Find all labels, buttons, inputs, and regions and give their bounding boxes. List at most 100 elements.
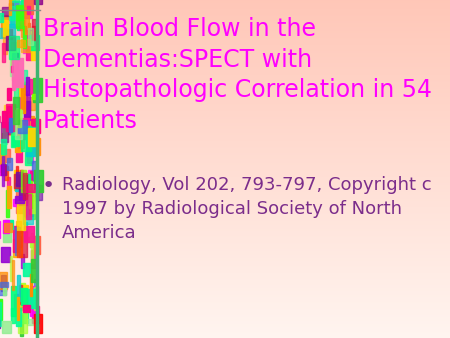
Bar: [21, 0, 25, 11]
Bar: [7, 106, 11, 134]
Bar: [33, 78, 42, 102]
Bar: [4, 223, 12, 232]
Bar: [1, 122, 8, 142]
Bar: [9, 3, 13, 10]
Bar: [16, 186, 26, 213]
Bar: [9, 36, 19, 59]
Bar: [17, 275, 20, 301]
Bar: [26, 179, 32, 204]
Bar: [20, 118, 29, 139]
Bar: [0, 144, 1, 172]
Bar: [11, 308, 15, 323]
Bar: [15, 226, 20, 255]
Bar: [3, 36, 7, 54]
Bar: [16, 53, 19, 61]
Bar: [19, 170, 22, 177]
Bar: [6, 36, 15, 50]
Bar: [18, 71, 27, 83]
Bar: [18, 120, 27, 133]
Bar: [33, 131, 38, 151]
Bar: [34, 0, 42, 4]
Text: Radiology, Vol 202, 793-797, Copyright c
1997 by Radiological Society of North
A: Radiology, Vol 202, 793-797, Copyright c…: [62, 176, 432, 242]
Bar: [24, 94, 30, 120]
Bar: [27, 197, 35, 219]
Bar: [0, 289, 6, 295]
Bar: [26, 184, 35, 192]
Bar: [16, 149, 22, 162]
Bar: [31, 33, 36, 46]
Bar: [32, 161, 37, 180]
Bar: [19, 285, 28, 306]
Bar: [27, 237, 33, 242]
Bar: [6, 104, 15, 131]
Bar: [16, 172, 22, 186]
Bar: [27, 97, 35, 110]
Bar: [9, 118, 12, 132]
Bar: [22, 170, 27, 192]
Bar: [17, 16, 20, 30]
Bar: [16, 3, 19, 25]
Bar: [21, 288, 27, 305]
Bar: [21, 283, 25, 299]
Bar: [14, 170, 22, 190]
Bar: [15, 221, 22, 233]
Bar: [11, 125, 15, 147]
Bar: [17, 9, 21, 27]
Bar: [15, 196, 24, 203]
Bar: [33, 236, 40, 254]
Bar: [21, 84, 25, 113]
Bar: [22, 84, 29, 90]
Bar: [28, 23, 30, 35]
Bar: [26, 194, 31, 219]
Bar: [21, 126, 31, 151]
Bar: [0, 165, 7, 175]
Bar: [0, 28, 7, 38]
Bar: [3, 224, 11, 242]
Bar: [17, 231, 22, 257]
Bar: [0, 282, 8, 287]
Bar: [3, 288, 5, 295]
Bar: [32, 118, 36, 141]
Bar: [14, 294, 22, 310]
Bar: [3, 114, 7, 144]
Bar: [35, 314, 42, 334]
Bar: [2, 111, 7, 127]
Bar: [28, 170, 36, 181]
Bar: [25, 8, 29, 34]
Bar: [24, 0, 33, 14]
Bar: [24, 195, 33, 216]
Bar: [23, 12, 32, 18]
Bar: [0, 15, 9, 37]
Bar: [14, 86, 18, 107]
Bar: [34, 279, 37, 297]
Bar: [20, 285, 22, 305]
Bar: [30, 35, 39, 50]
Bar: [32, 119, 40, 132]
Bar: [22, 26, 27, 48]
Bar: [31, 260, 36, 282]
Bar: [1, 275, 6, 291]
Bar: [29, 180, 32, 208]
Bar: [4, 220, 13, 230]
Bar: [4, 105, 13, 135]
Bar: [2, 154, 5, 171]
Bar: [15, 140, 21, 152]
Text: Brain Blood Flow in the
Dementias:SPECT with
Histopathologic Correlation in 54
P: Brain Blood Flow in the Dementias:SPECT …: [43, 17, 432, 133]
Bar: [3, 20, 9, 36]
Bar: [0, 13, 3, 22]
Bar: [26, 127, 35, 156]
Bar: [30, 274, 32, 296]
Bar: [4, 149, 10, 162]
Bar: [29, 204, 31, 214]
Bar: [20, 20, 24, 30]
Bar: [24, 225, 34, 242]
Bar: [18, 82, 27, 109]
Bar: [11, 67, 14, 72]
Bar: [28, 28, 33, 45]
Bar: [23, 29, 25, 53]
Bar: [12, 136, 18, 146]
Bar: [14, 174, 23, 188]
Bar: [21, 39, 30, 51]
Bar: [13, 62, 18, 86]
Bar: [12, 71, 15, 90]
